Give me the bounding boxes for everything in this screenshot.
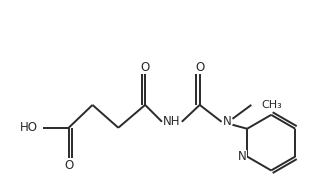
Text: O: O	[64, 159, 73, 172]
Text: CH₃: CH₃	[261, 100, 282, 110]
Text: O: O	[141, 61, 150, 74]
Text: HO: HO	[20, 121, 38, 134]
Text: O: O	[195, 61, 204, 74]
Text: N: N	[238, 150, 247, 163]
Text: NH: NH	[163, 115, 181, 128]
Text: N: N	[223, 115, 232, 128]
